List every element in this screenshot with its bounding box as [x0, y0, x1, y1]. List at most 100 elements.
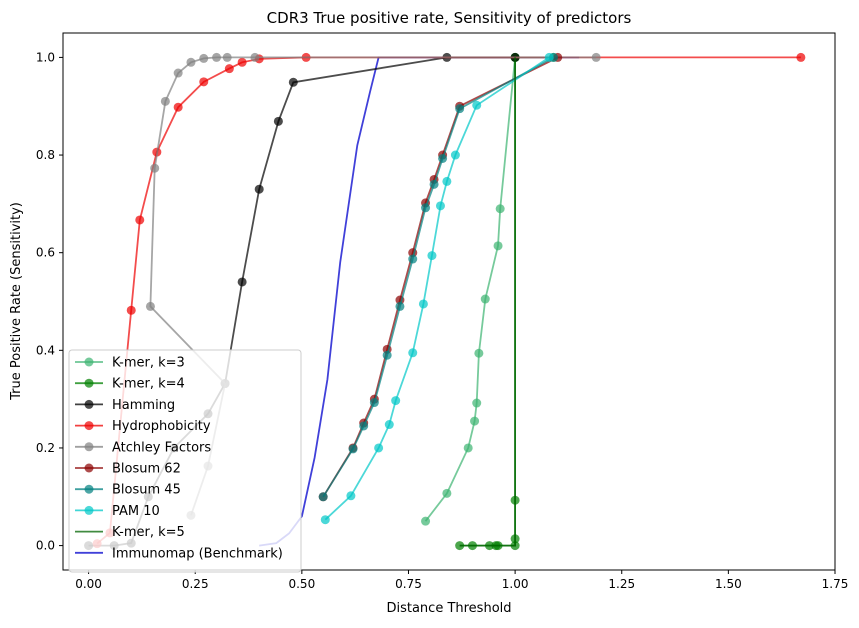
legend-label: PAM 10: [112, 504, 160, 519]
x-tick-label: 1.50: [715, 577, 742, 591]
data-point: [435, 201, 445, 211]
data-point: [463, 443, 473, 453]
legend: K-mer, k=3 K-mer, k=4 Hamming Hydrophobicit…: [68, 349, 302, 573]
legend-item: Hamming: [75, 398, 175, 413]
y-tick-label: 1.0: [36, 50, 55, 64]
data-point: [318, 492, 328, 502]
legend-label: Blosum 45: [112, 483, 181, 498]
data-point: [273, 116, 283, 126]
legend-label: Atchley Factors: [112, 440, 211, 455]
legend-label: Immunomap (Benchmark): [112, 546, 283, 561]
legend-swatch-marker: [84, 357, 94, 367]
data-point: [442, 488, 452, 498]
series-line: [424, 56, 554, 522]
legend-item: K-mer, k=4: [75, 377, 185, 392]
data-point: [421, 203, 431, 213]
data-point: [796, 52, 806, 62]
legend-box: [68, 349, 302, 573]
data-point: [472, 398, 482, 408]
x-axis-label: Distance Threshold: [386, 601, 511, 616]
data-point: [199, 53, 209, 63]
data-point: [408, 254, 418, 264]
series-line: [259, 56, 580, 547]
data-point: [450, 150, 460, 160]
x-tick-label: 0.25: [182, 577, 209, 591]
data-point: [495, 204, 505, 214]
data-point: [474, 348, 484, 358]
data-point: [145, 301, 155, 311]
data-point: [472, 100, 482, 110]
series-line: [322, 56, 554, 498]
data-point: [254, 184, 264, 194]
data-point: [544, 52, 554, 62]
data-point: [438, 153, 448, 163]
legend-label: K-mer, k=4: [112, 377, 185, 392]
series-blosum-62: [318, 52, 563, 502]
data-point: [150, 163, 160, 173]
data-point: [173, 102, 183, 112]
y-axis-label: True Positive Rate (Sensitivity): [9, 202, 24, 401]
data-point: [591, 52, 601, 62]
data-point: [374, 443, 384, 453]
legend-swatch-marker: [84, 399, 94, 409]
legend-swatch-marker: [84, 378, 94, 388]
data-point: [346, 491, 356, 501]
data-point: [320, 515, 330, 525]
legend-label: Hydrophobicity: [112, 419, 211, 434]
series-immunomap-benchmark-: [259, 56, 580, 547]
legend-label: Blosum 62: [112, 462, 181, 477]
data-point: [212, 52, 222, 62]
data-point: [455, 104, 465, 114]
series-line: [96, 56, 801, 545]
data-point: [250, 52, 260, 62]
data-point: [382, 350, 392, 360]
legend-swatch-marker: [84, 484, 94, 494]
data-point: [359, 421, 369, 431]
data-point: [480, 294, 490, 304]
legend-item: Immunomap (Benchmark): [75, 546, 283, 561]
x-tick-label: 1.00: [502, 577, 529, 591]
data-point: [199, 77, 209, 87]
x-tick-label: 1.75: [822, 577, 849, 591]
legend-swatch-marker: [84, 442, 94, 452]
x-tick-label: 0.00: [75, 577, 102, 591]
x-tick-label: 0.50: [288, 577, 315, 591]
data-point: [395, 301, 405, 311]
legend-item: Blosum 62: [75, 462, 181, 477]
legend-item: PAM 10: [75, 504, 160, 519]
x-tick-label: 1.25: [608, 577, 635, 591]
y-tick-label: 0.0: [36, 539, 55, 553]
data-point: [442, 176, 452, 186]
legend-item: K-mer, k=5: [75, 525, 185, 540]
legend-swatch-marker: [84, 463, 94, 473]
plot-frame: [62, 32, 836, 571]
data-point: [391, 396, 401, 406]
data-point: [455, 541, 465, 551]
legend-swatch-marker: [84, 421, 94, 431]
y-axis: 0.0 0.2 0.4 0.6 0.8 1.0: [36, 50, 63, 553]
data-point: [429, 179, 439, 189]
y-tick-label: 0.2: [36, 441, 55, 455]
series-line: [459, 57, 516, 547]
legend-item: Atchley Factors: [75, 440, 211, 455]
series-k-mer-k-5: [459, 57, 516, 547]
data-point: [493, 241, 503, 251]
series-line: [322, 56, 559, 498]
legend-label: Hamming: [112, 398, 175, 413]
series-blosum-45: [318, 52, 558, 502]
data-point: [237, 57, 247, 67]
chart-title: CDR3 True positive rate, Sensitivity of …: [267, 9, 632, 27]
data-point: [427, 251, 437, 261]
legend-item: Blosum 45: [75, 483, 181, 498]
data-point: [288, 77, 298, 87]
legend-label: K-mer, k=5: [112, 525, 185, 540]
legend-item: K-mer, k=3: [75, 356, 185, 371]
data-point: [384, 420, 394, 430]
legend-label: K-mer, k=3: [112, 356, 185, 371]
data-point: [369, 398, 379, 408]
data-point: [348, 444, 358, 454]
legend-swatch-marker: [84, 505, 94, 515]
data-point: [160, 96, 170, 106]
data-point: [470, 416, 480, 426]
